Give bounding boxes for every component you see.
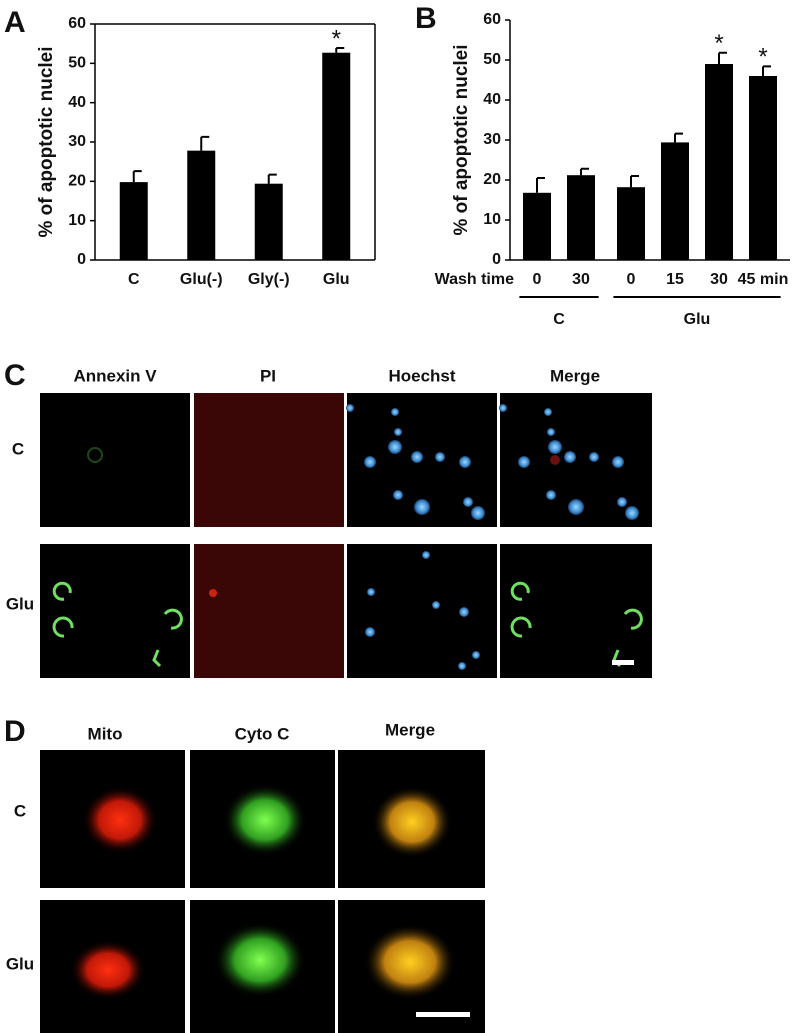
micrograph	[40, 393, 190, 527]
x-tick-label: Gly(-)	[248, 271, 290, 288]
nuclei	[499, 404, 639, 520]
cell	[214, 922, 306, 998]
row-label: C	[12, 439, 24, 458]
group-label: Glu	[684, 311, 711, 328]
column-header: Hoechst	[388, 366, 455, 385]
y-axis-label: % of apoptotic nuclei	[36, 46, 57, 237]
y-tick-label: 40	[68, 94, 86, 111]
column-header: Merge	[550, 366, 600, 385]
significance-mark: *	[714, 30, 723, 57]
row-label: Glu	[6, 954, 34, 973]
x-axis-label: Wash time	[435, 271, 515, 288]
cell	[372, 786, 452, 858]
error-bar	[335, 46, 345, 53]
x-tick-label: C	[128, 271, 140, 288]
bar	[617, 187, 645, 260]
column-header: Annexin V	[73, 366, 157, 385]
bar	[322, 52, 351, 260]
bar	[749, 76, 777, 260]
error-bar	[630, 175, 639, 188]
bar	[119, 182, 148, 260]
error-bar	[718, 51, 727, 64]
bar	[254, 183, 283, 260]
scale-bar	[416, 1012, 470, 1017]
cell	[209, 589, 217, 597]
panel-label: B	[415, 2, 437, 35]
bar	[661, 142, 689, 260]
y-tick-label: 0	[77, 251, 86, 268]
y-tick-label: 60	[483, 11, 501, 28]
y-axis-label: % of apoptotic nuclei	[451, 44, 472, 235]
cell	[223, 784, 307, 856]
bar	[523, 192, 551, 260]
micrograph	[194, 393, 344, 527]
y-tick-label: 50	[68, 55, 86, 72]
micrograph	[40, 544, 190, 678]
y-tick-label: 20	[483, 171, 501, 188]
error-bar	[132, 170, 142, 183]
cell	[550, 455, 560, 465]
error-bar	[674, 132, 683, 143]
annexin-rings	[510, 581, 643, 668]
x-tick-label: 45 min	[738, 271, 789, 288]
error-bar	[267, 173, 277, 184]
error-bar	[200, 135, 210, 151]
column-header: Cyto C	[235, 724, 290, 743]
column-header: Merge	[385, 720, 435, 739]
bar	[187, 150, 216, 260]
y-tick-label: 30	[483, 131, 501, 148]
error-bar	[762, 65, 771, 76]
micrograph	[194, 544, 344, 678]
nuclei	[346, 404, 485, 520]
panel-label: A	[4, 6, 26, 39]
significance-mark: *	[332, 25, 341, 52]
x-tick-label: 0	[627, 271, 636, 288]
annexin-rings	[52, 581, 183, 668]
y-tick-label: 50	[483, 51, 501, 68]
y-tick-label: 40	[483, 91, 501, 108]
column-header: Mito	[88, 724, 123, 743]
row-label: Glu	[6, 594, 34, 613]
panel-label: C	[4, 359, 26, 392]
bar	[705, 64, 733, 260]
x-tick-label: 0	[533, 271, 542, 288]
y-tick-label: 20	[68, 173, 86, 190]
row-label: C	[14, 801, 26, 820]
micrograph	[347, 544, 497, 678]
x-tick-label: Glu	[323, 271, 350, 288]
micrograph-grid	[40, 393, 652, 678]
x-tick-label: Glu(-)	[180, 271, 223, 288]
x-tick-label: 30	[572, 271, 590, 288]
significance-mark: *	[758, 44, 767, 71]
nuclei	[365, 551, 480, 670]
micrograph-grid	[40, 750, 485, 1033]
panel-label: D	[4, 715, 26, 748]
column-header: PI	[260, 366, 276, 385]
y-tick-label: 10	[68, 212, 86, 229]
cell	[82, 786, 158, 854]
cell	[87, 447, 103, 463]
y-tick-label: 0	[492, 251, 501, 268]
error-bar	[580, 167, 589, 176]
cell	[364, 924, 456, 1000]
y-tick-label: 10	[483, 211, 501, 228]
x-tick-label: 15	[666, 271, 684, 288]
y-tick-label: 30	[68, 133, 86, 150]
bar	[567, 175, 595, 260]
scale-bar	[612, 660, 634, 665]
cell	[70, 940, 146, 1000]
y-tick-label: 60	[68, 15, 86, 32]
error-bar	[536, 177, 545, 193]
x-tick-label: 30	[710, 271, 728, 288]
group-label: C	[553, 311, 565, 328]
